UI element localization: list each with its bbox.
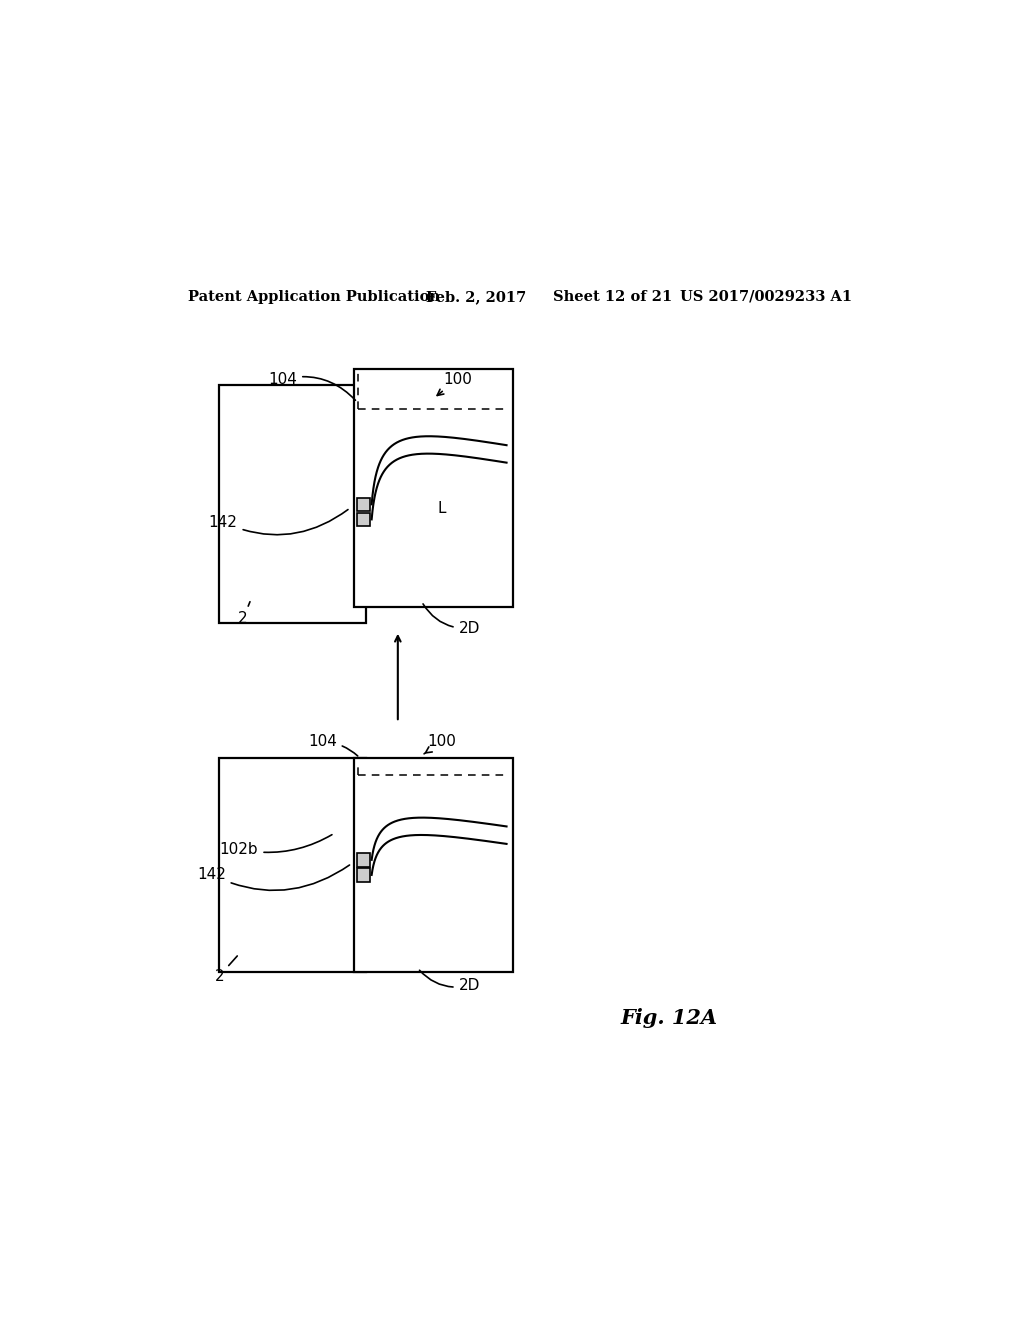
Text: 2D: 2D <box>423 605 480 636</box>
Text: L: L <box>437 502 446 516</box>
Text: 100: 100 <box>424 734 456 754</box>
Text: 104: 104 <box>268 372 355 400</box>
Text: 142: 142 <box>209 510 348 535</box>
Bar <box>357 869 370 882</box>
Text: 102b: 102b <box>220 834 332 857</box>
Text: 104: 104 <box>308 734 357 756</box>
Text: Sheet 12 of 21: Sheet 12 of 21 <box>553 290 672 304</box>
Bar <box>219 385 367 623</box>
Bar <box>357 498 370 511</box>
Text: 2D: 2D <box>420 970 480 993</box>
Text: Patent Application Publication: Patent Application Publication <box>187 290 439 304</box>
Text: 2: 2 <box>239 602 250 627</box>
Text: Feb. 2, 2017: Feb. 2, 2017 <box>426 290 526 304</box>
Bar <box>357 853 370 867</box>
Text: Fig. 12A: Fig. 12A <box>620 1007 717 1028</box>
Bar <box>219 758 367 972</box>
Text: 100: 100 <box>437 372 472 396</box>
Bar <box>357 512 370 527</box>
Bar <box>354 370 513 607</box>
Text: US 2017/0029233 A1: US 2017/0029233 A1 <box>680 290 852 304</box>
Text: 142: 142 <box>197 865 349 891</box>
Bar <box>354 758 513 972</box>
Text: 2: 2 <box>214 956 238 983</box>
